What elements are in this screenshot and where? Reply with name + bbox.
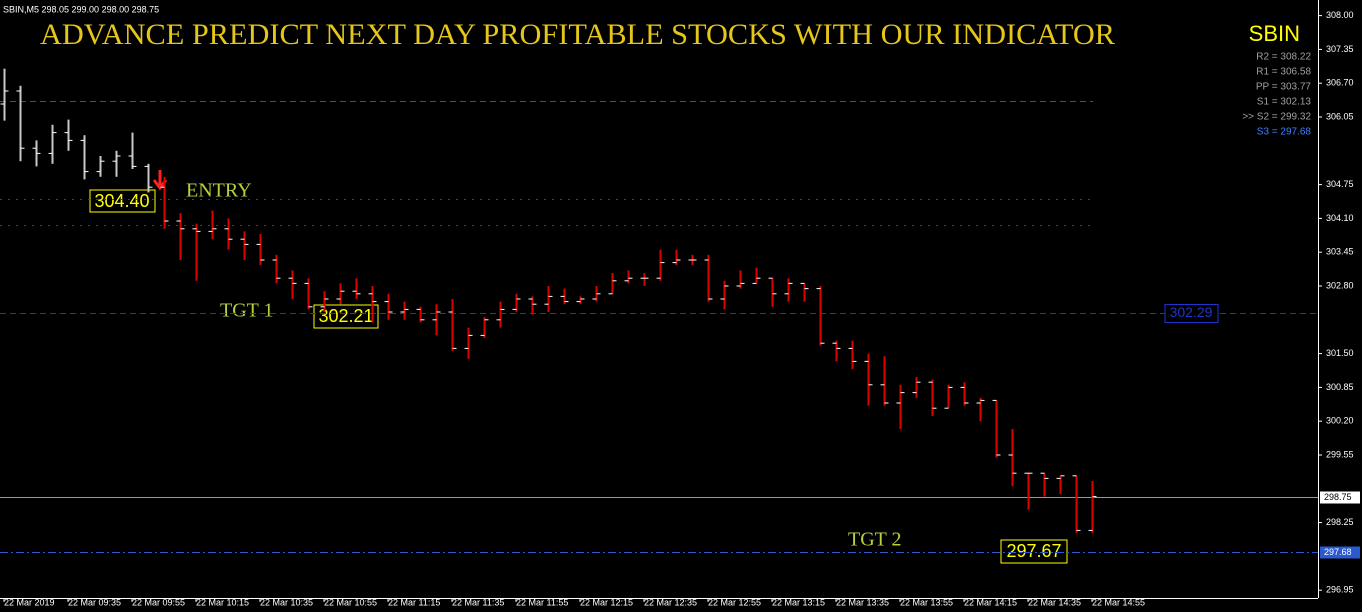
x-tick-label: 22 Mar 12:15 — [580, 597, 633, 607]
price-box — [1000, 539, 1068, 564]
pivot-label: >> S2 = 299.32 — [1242, 112, 1311, 123]
pivot-label: R2 = 308.22 — [1256, 52, 1311, 63]
symbol: SBIN — [1249, 21, 1300, 46]
y-tick-label: 307.35 — [1326, 44, 1354, 54]
x-tick-label: 22 Mar 14:55 — [1092, 597, 1145, 607]
pivot-label: S3 = 297.68 — [1257, 127, 1312, 138]
x-tick-label: 22 Mar 09:55 — [132, 597, 185, 607]
pivot-label: R1 = 306.58 — [1256, 67, 1311, 78]
price-box-text: 302.21 — [318, 306, 373, 326]
pivot-label: PP = 303.77 — [1256, 82, 1312, 93]
y-tick-label: 308.00 — [1326, 10, 1354, 20]
price-box — [313, 304, 379, 329]
price-box-text: 297.67 — [1006, 541, 1061, 561]
x-tick-label: 22 Mar 12:35 — [644, 597, 697, 607]
level-tag-box — [1320, 491, 1360, 504]
x-tick-label: 22 Mar 13:55 — [900, 597, 953, 607]
entry-label: ENTRY — [186, 180, 252, 202]
y-tick-label: 300.20 — [1326, 416, 1354, 426]
x-tick-label: 22 Mar 11:35 — [452, 597, 504, 607]
chart-title: ADVANCE PREDICT NEXT DAY PROFITABLE STOC… — [40, 18, 1115, 51]
x-tick-label: 22 Mar 10:55 — [324, 597, 377, 607]
header: SBIN,M5 298.05 299.00 298.00 298.75 — [3, 4, 159, 14]
y-tick-label: 306.05 — [1326, 111, 1354, 121]
y-tick-label: 296.95 — [1326, 585, 1354, 595]
pivot-label: S1 = 302.13 — [1257, 97, 1312, 108]
y-tick-label: 304.10 — [1326, 213, 1354, 223]
x-tick-label: 22 Mar 10:35 — [260, 597, 313, 607]
level-tag: 298.75 — [1324, 492, 1352, 502]
x-tick-label: 22 Mar 2019 — [4, 597, 55, 607]
y-tick-label: 302.80 — [1326, 280, 1354, 290]
level-tag: 297.68 — [1324, 547, 1352, 557]
y-tick-label: 301.50 — [1326, 348, 1354, 358]
level-tag-box — [1164, 304, 1219, 323]
level-tag-box — [1320, 546, 1360, 559]
y-tick-label: 303.45 — [1326, 247, 1354, 257]
x-tick-label: 22 Mar 13:35 — [836, 597, 889, 607]
y-tick-label: 304.75 — [1326, 179, 1354, 189]
x-tick-label: 22 Mar 11:55 — [516, 597, 568, 607]
level-tag: 302.29 — [1170, 304, 1213, 320]
tgt1-label: TGT 1 — [220, 300, 274, 322]
y-tick-label: 299.55 — [1326, 449, 1354, 459]
x-tick-label: 22 Mar 11:15 — [388, 597, 440, 607]
x-tick-label: 22 Mar 12:55 — [708, 597, 761, 607]
y-tick-label: 306.70 — [1326, 78, 1354, 88]
x-tick-label: 22 Mar 13:15 — [772, 597, 825, 607]
price-box — [89, 189, 156, 213]
x-tick-label: 22 Mar 14:35 — [1028, 597, 1081, 607]
x-tick-label: 22 Mar 09:35 — [68, 597, 121, 607]
tgt2-label: TGT 2 — [848, 529, 902, 551]
price-box-text: 304.40 — [94, 191, 149, 211]
x-tick-label: 22 Mar 10:15 — [196, 597, 249, 607]
y-tick-label: 298.25 — [1326, 517, 1354, 527]
y-tick-label: 300.85 — [1326, 382, 1354, 392]
x-tick-label: 22 Mar 14:15 — [964, 597, 1017, 607]
